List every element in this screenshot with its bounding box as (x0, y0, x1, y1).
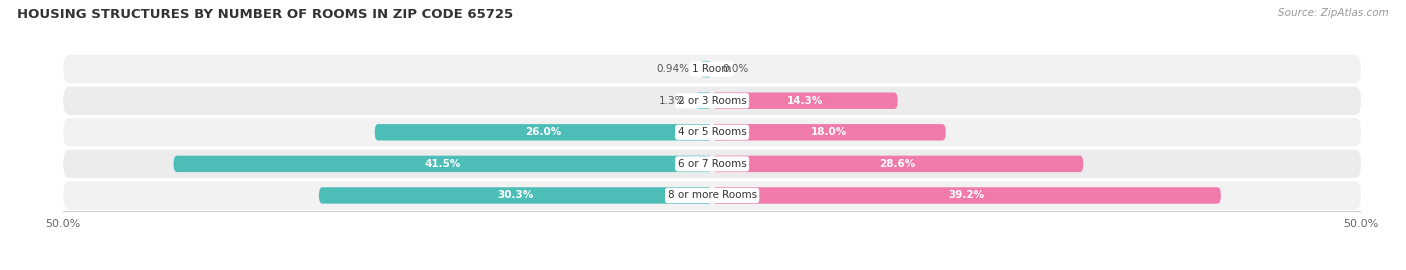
FancyBboxPatch shape (713, 156, 1083, 172)
FancyBboxPatch shape (319, 187, 713, 204)
FancyBboxPatch shape (713, 124, 946, 140)
Text: 2 or 3 Rooms: 2 or 3 Rooms (678, 96, 747, 106)
Text: 6 or 7 Rooms: 6 or 7 Rooms (678, 159, 747, 169)
Text: 8 or more Rooms: 8 or more Rooms (668, 190, 756, 200)
Text: 4 or 5 Rooms: 4 or 5 Rooms (678, 127, 747, 137)
FancyBboxPatch shape (700, 61, 713, 77)
Text: 0.0%: 0.0% (723, 64, 749, 74)
FancyBboxPatch shape (63, 181, 1361, 210)
FancyBboxPatch shape (63, 55, 1361, 83)
Text: 14.3%: 14.3% (787, 96, 823, 106)
Text: 18.0%: 18.0% (811, 127, 846, 137)
Text: 1.3%: 1.3% (658, 96, 685, 106)
Text: HOUSING STRUCTURES BY NUMBER OF ROOMS IN ZIP CODE 65725: HOUSING STRUCTURES BY NUMBER OF ROOMS IN… (17, 8, 513, 21)
FancyBboxPatch shape (173, 156, 713, 172)
Text: 41.5%: 41.5% (425, 159, 461, 169)
FancyBboxPatch shape (696, 93, 713, 109)
Text: 26.0%: 26.0% (526, 127, 561, 137)
Text: 1 Room: 1 Room (692, 64, 733, 74)
Text: 30.3%: 30.3% (498, 190, 534, 200)
Text: Source: ZipAtlas.com: Source: ZipAtlas.com (1278, 8, 1389, 18)
FancyBboxPatch shape (713, 187, 1220, 204)
FancyBboxPatch shape (63, 86, 1361, 115)
FancyBboxPatch shape (63, 118, 1361, 147)
Text: 28.6%: 28.6% (880, 159, 915, 169)
Text: 0.94%: 0.94% (657, 64, 689, 74)
Text: 39.2%: 39.2% (949, 190, 984, 200)
FancyBboxPatch shape (63, 150, 1361, 178)
FancyBboxPatch shape (375, 124, 713, 140)
FancyBboxPatch shape (713, 93, 897, 109)
